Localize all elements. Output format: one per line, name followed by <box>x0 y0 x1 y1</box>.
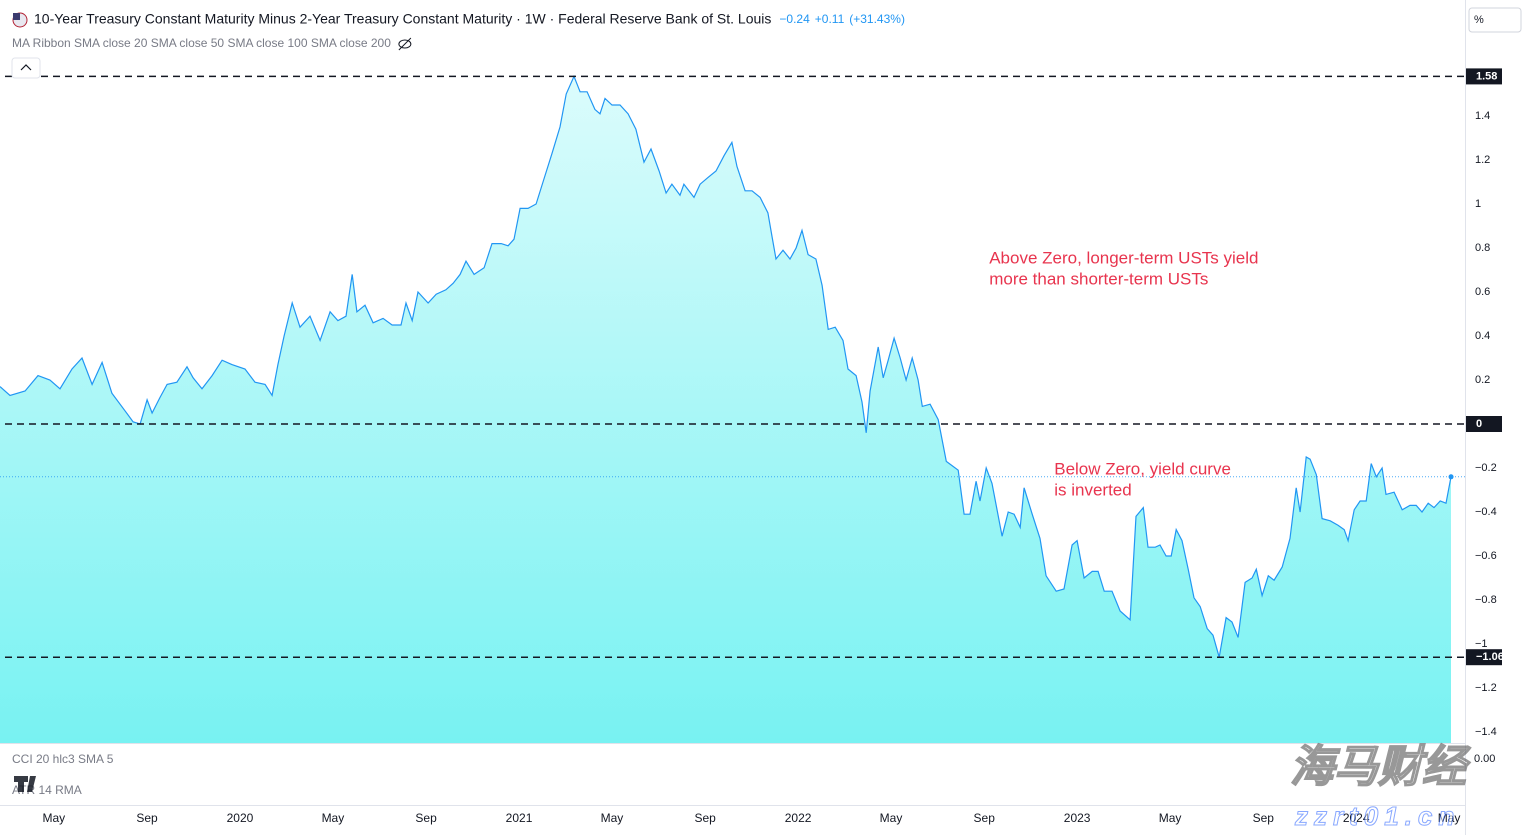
annotation: Below Zero, yield curve <box>1054 460 1231 479</box>
x-tick-label: May <box>322 811 345 825</box>
hide-icon <box>398 39 412 49</box>
y-tick-label: −1 <box>1475 638 1488 650</box>
x-tick-label: Sep <box>136 811 158 825</box>
annotation: is inverted <box>1054 481 1131 500</box>
y-tick-label: 0.4 <box>1475 330 1490 342</box>
plot: Above Zero, longer-term USTs yield more t… <box>0 74 1465 743</box>
x-tick-label: 2023 <box>1064 811 1091 825</box>
flag-canton <box>13 13 20 20</box>
y-tick-label: −0.2 <box>1475 462 1497 474</box>
collapse-button[interactable] <box>11 57 41 79</box>
x-tick-label: May <box>880 811 903 825</box>
x-tick-label: May <box>601 811 624 825</box>
area-fill <box>0 76 1451 743</box>
x-tick-label: 2022 <box>785 811 812 825</box>
last-point <box>1448 474 1454 480</box>
indicator-legend[interactable]: MA Ribbon SMA close 20 SMA close 50 SMA … <box>12 36 391 50</box>
x-tick-label: Sep <box>415 811 437 825</box>
y-tick-label: 1.2 <box>1475 154 1490 166</box>
price-label-bg <box>1466 649 1502 666</box>
cci-scale-label: 0.00 <box>1474 753 1495 765</box>
last-value: −0.24 <box>779 12 810 26</box>
price-label: −1.06 <box>1476 651 1504 663</box>
change-percent: (+31.43%) <box>849 12 905 26</box>
price-axis: 1.41.210.80.60.40.2−0.2−0.4−0.6−0.8−1−1.… <box>1466 68 1504 738</box>
annotation: more than shorter-term USTs <box>989 269 1208 288</box>
legend-header: 10-Year Treasury Constant Maturity Minus… <box>11 7 1522 79</box>
lower-pane: CCI 20 hlc3 SMA 5 ATR 14 RMA 0.00 <box>12 752 1495 797</box>
y-tick-label: −0.6 <box>1475 550 1497 562</box>
price-label: 1.58 <box>1476 70 1497 82</box>
x-tick-label: Sep <box>1253 811 1275 825</box>
watermark-brand: 海马财经 <box>1290 743 1471 792</box>
x-tick-label: May <box>43 811 66 825</box>
x-tick-label: Sep <box>974 811 996 825</box>
y-tick-label: 1 <box>1475 198 1481 210</box>
chevron-icon <box>20 64 32 71</box>
cci-legend[interactable]: CCI 20 hlc3 SMA 5 <box>12 752 114 766</box>
y-tick-label: −0.8 <box>1475 594 1497 606</box>
price-label-bg <box>1466 416 1502 432</box>
scale-mode-button[interactable] <box>1468 7 1522 33</box>
x-tick-label: May <box>1438 811 1461 825</box>
hide-icon-slash <box>398 37 412 51</box>
y-tick-label: −1.2 <box>1475 682 1497 694</box>
annotation: Above Zero, longer-term USTs yield <box>989 248 1258 267</box>
y-tick-label: −0.4 <box>1475 506 1497 518</box>
tv-logo <box>14 776 36 792</box>
watermark-site: zzrt01.cn <box>1294 801 1460 831</box>
y-tick-label: −1.4 <box>1475 726 1497 738</box>
x-tick-label: 2024 <box>1343 811 1370 825</box>
series-title[interactable]: 10-Year Treasury Constant Maturity Minus… <box>34 11 771 27</box>
area-line <box>0 74 1452 658</box>
watermark: 海马财经 zzrt01.cn <box>1289 742 1471 832</box>
y-tick-label: 1.4 <box>1475 110 1490 122</box>
price-label: 0 <box>1476 418 1482 430</box>
change: +0.11 <box>815 12 845 26</box>
y-tick-label: 0.8 <box>1475 242 1490 254</box>
x-tick-label: 2021 <box>506 811 533 825</box>
y-tick-label: 0.6 <box>1475 286 1490 298</box>
x-tick-label: 2020 <box>227 811 254 825</box>
x-tick-label: Sep <box>694 811 716 825</box>
price-label-bg <box>1466 68 1502 85</box>
x-tick-label: May <box>1159 811 1182 825</box>
scale-mode[interactable]: % <box>1474 14 1484 26</box>
time-axis: May Sep 2020 May Sep 2021 May Sep 2022 May Sep 2023… <box>43 811 1461 825</box>
y-tick-label: 0.2 <box>1475 374 1490 386</box>
